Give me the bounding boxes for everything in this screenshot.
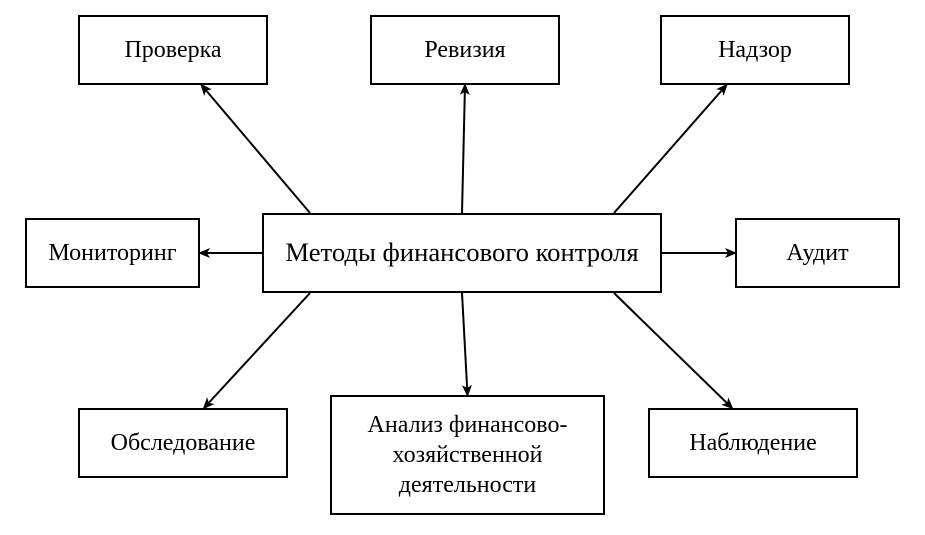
node-monitoring: Мониторинг xyxy=(25,218,200,288)
node-obsled-label: Обследование xyxy=(88,428,278,458)
node-proverka-label: Проверка xyxy=(88,35,258,65)
diagram-canvas: Методы финансового контроля Проверка Рев… xyxy=(0,0,925,535)
edge-center-to-nadzor xyxy=(614,85,727,213)
edge-center-to-analiz xyxy=(462,293,468,395)
node-reviziya-label: Ревизия xyxy=(380,35,550,65)
node-nadzor: Надзор xyxy=(660,15,850,85)
node-center: Методы финансового контроля xyxy=(262,213,662,293)
edge-center-to-nablud xyxy=(614,293,732,408)
edge-center-to-obsled xyxy=(204,293,310,408)
node-audit: Аудит xyxy=(735,218,900,288)
node-analiz-label: Анализ финансово-хозяйственной деятельно… xyxy=(340,410,595,500)
edge-center-to-proverka xyxy=(202,85,311,213)
node-nablud-label: Наблюдение xyxy=(658,428,848,458)
node-analiz: Анализ финансово-хозяйственной деятельно… xyxy=(330,395,605,515)
node-reviziya: Ревизия xyxy=(370,15,560,85)
node-monitoring-label: Мониторинг xyxy=(35,238,190,268)
node-center-label: Методы финансового контроля xyxy=(272,236,652,269)
node-nablud: Наблюдение xyxy=(648,408,858,478)
node-audit-label: Аудит xyxy=(745,238,890,268)
edge-center-to-reviziya xyxy=(462,85,465,213)
node-obsled: Обследование xyxy=(78,408,288,478)
node-nadzor-label: Надзор xyxy=(670,35,840,65)
node-proverka: Проверка xyxy=(78,15,268,85)
